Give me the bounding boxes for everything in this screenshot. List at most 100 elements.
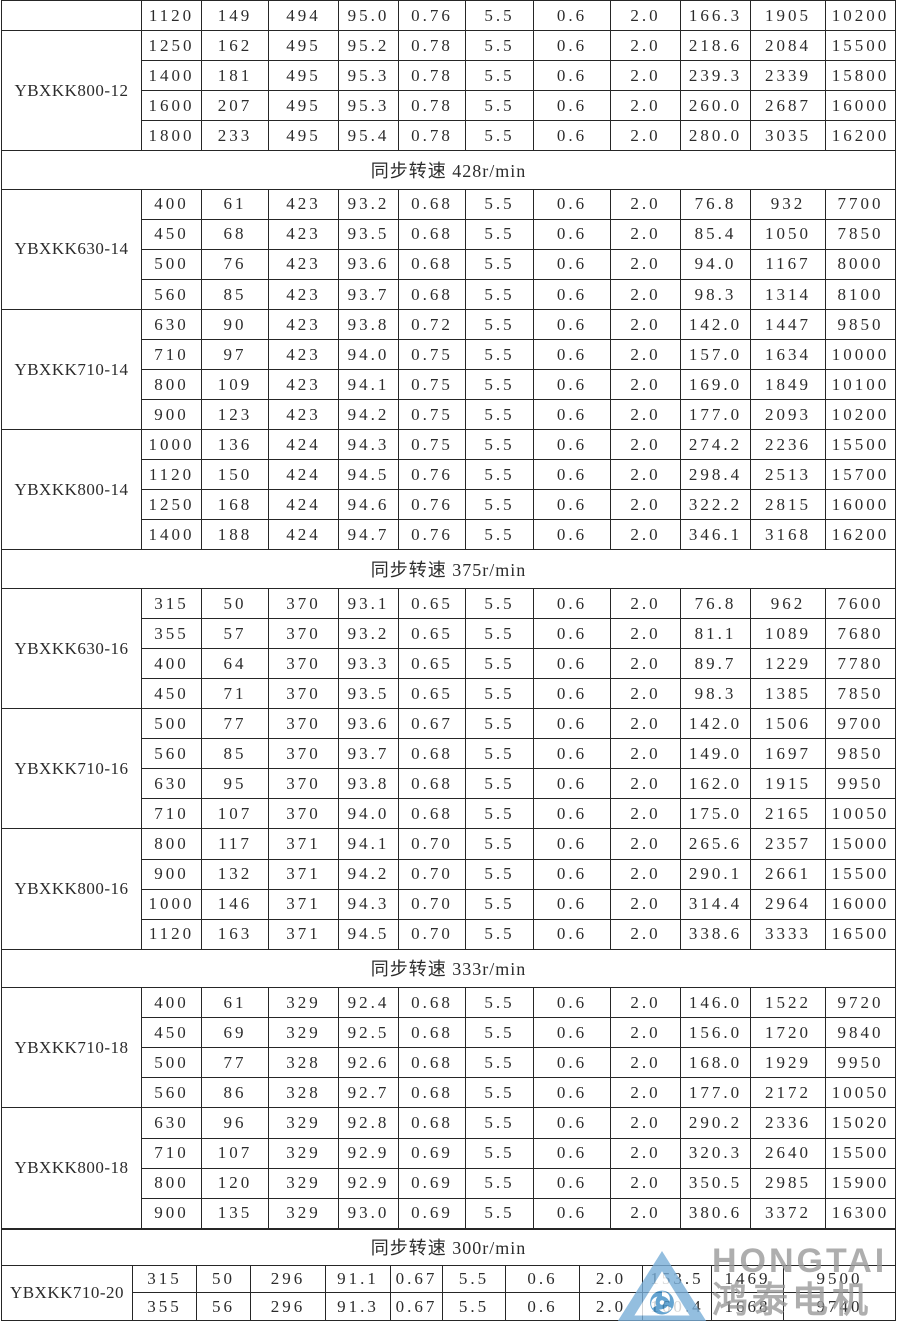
table-cell: 93.5 [338,218,399,250]
table-cell: 265.6 [680,828,751,860]
table-cell: 9850 [825,738,896,770]
table-cell: 0.6 [533,30,611,62]
table-cell: 2.0 [610,708,681,740]
table-cell: 0.65 [398,648,466,680]
table-cell: 1720 [750,1017,826,1049]
table-cell: 2815 [750,489,826,521]
table-cell: 500 [141,1047,202,1079]
table-cell: 1905 [750,0,826,32]
table-cell: 329 [268,1137,339,1169]
table-cell: 16000 [825,489,896,521]
table-cell: 370 [268,618,339,650]
table-cell: 2.0 [610,1167,681,1199]
table-cell: 149 [201,0,269,32]
table-cell: 0.68 [398,248,466,281]
table-cell: 175.0 [680,798,751,830]
table-cell: 320.3 [680,1137,751,1169]
table-cell: 16000 [825,90,896,122]
table-cell: 2.0 [610,0,681,32]
table-cell: 329 [268,1167,339,1199]
table-cell: 494 [268,0,339,32]
table-cell: 94.7 [338,519,399,551]
table-cell: 7850 [825,678,896,710]
table-cell: 92.9 [338,1167,399,1199]
table-cell: 94.6 [338,489,399,521]
table-cell: 423 [268,309,339,341]
table-cell: 9850 [825,309,896,341]
table-cell: 0.6 [505,1264,580,1294]
table-cell: 322.2 [680,489,751,521]
table-cell: 86 [201,1077,269,1109]
table-cell: 1089 [750,618,826,650]
table-cell: 1447 [750,309,826,341]
table-cell: 8100 [825,279,896,311]
table-cell: 2.0 [610,1077,681,1109]
table-cell: 0.6 [533,218,611,250]
table-cell: 9500 [783,1264,896,1294]
section-header: 同步转速 375r/min [1,549,896,590]
table-cell: 181 [201,60,269,92]
table-cell: 0.70 [398,828,466,860]
table-cell: 423 [268,248,339,281]
section-header: 同步转速 428r/min [1,150,896,190]
table-cell: 16000 [825,888,896,920]
table-cell: 0.68 [398,1017,466,1049]
table-cell: 2640 [750,1137,826,1169]
table-cell: 76.8 [680,188,751,220]
table-cell: 450 [141,678,202,710]
table-cell: 329 [268,1107,339,1139]
table-cell: 2336 [750,1107,826,1139]
table-cell: 177.0 [680,399,751,431]
table-cell: 68 [201,218,269,250]
table-cell: 169.0 [680,369,751,401]
table-cell: 85 [201,738,269,770]
table-cell: 290.1 [680,858,751,890]
model-cell: YBXKK630-16 [1,588,142,710]
table-cell: 2357 [750,828,826,860]
table-cell: 0.6 [533,188,611,220]
table-cell: 424 [268,459,339,491]
table-cell: 93.1 [338,588,399,620]
table-cell: 15000 [825,828,896,860]
table-cell: 8000 [825,248,896,281]
table-cell: 0.6 [533,648,611,680]
table-cell: 0.6 [533,248,611,281]
table-cell: 9740 [783,1292,896,1321]
table-cell: 0.6 [533,828,611,860]
table-cell: 0.6 [533,429,611,461]
table-cell: 7700 [825,188,896,220]
table-cell: 7780 [825,648,896,680]
table-cell: 1314 [750,279,826,311]
table-cell: 5.5 [465,648,534,680]
table-cell: 50 [201,588,269,620]
table-cell: 314.4 [680,888,751,920]
table-cell: 5.5 [465,678,534,710]
table-cell: 9950 [825,1047,896,1079]
table-cell: 560 [141,738,202,770]
table-cell: 5.5 [465,218,534,250]
model-cell: YBXKK710-18 [1,987,142,1109]
table-cell: 1522 [750,987,826,1019]
table-cell: 93.0 [338,1197,399,1230]
table-cell: 2.0 [610,519,681,551]
model-cell: YBXKK630-14 [1,188,142,311]
table-cell: 2.0 [610,218,681,250]
table-cell: 380.6 [680,1197,751,1230]
table-cell: 346.1 [680,519,751,551]
table-cell: 0.6 [533,798,611,830]
table-cell: 500 [141,708,202,740]
table-cell: 3035 [750,120,826,152]
table-cell: 329 [268,1017,339,1049]
table-cell: 0.68 [398,738,466,770]
table-cell: 450 [141,218,202,250]
table-cell: 1385 [750,678,826,710]
table-cell: 1000 [141,429,202,461]
table-cell: 5.5 [465,279,534,311]
table-cell: 77 [201,1047,269,1079]
table-cell: 2.0 [610,459,681,491]
table-cell: 710 [141,798,202,830]
table-cell: 2513 [750,459,826,491]
table-cell: 94.0 [680,248,751,281]
table-cell: 0.6 [533,678,611,710]
table-cell: 0.65 [398,678,466,710]
